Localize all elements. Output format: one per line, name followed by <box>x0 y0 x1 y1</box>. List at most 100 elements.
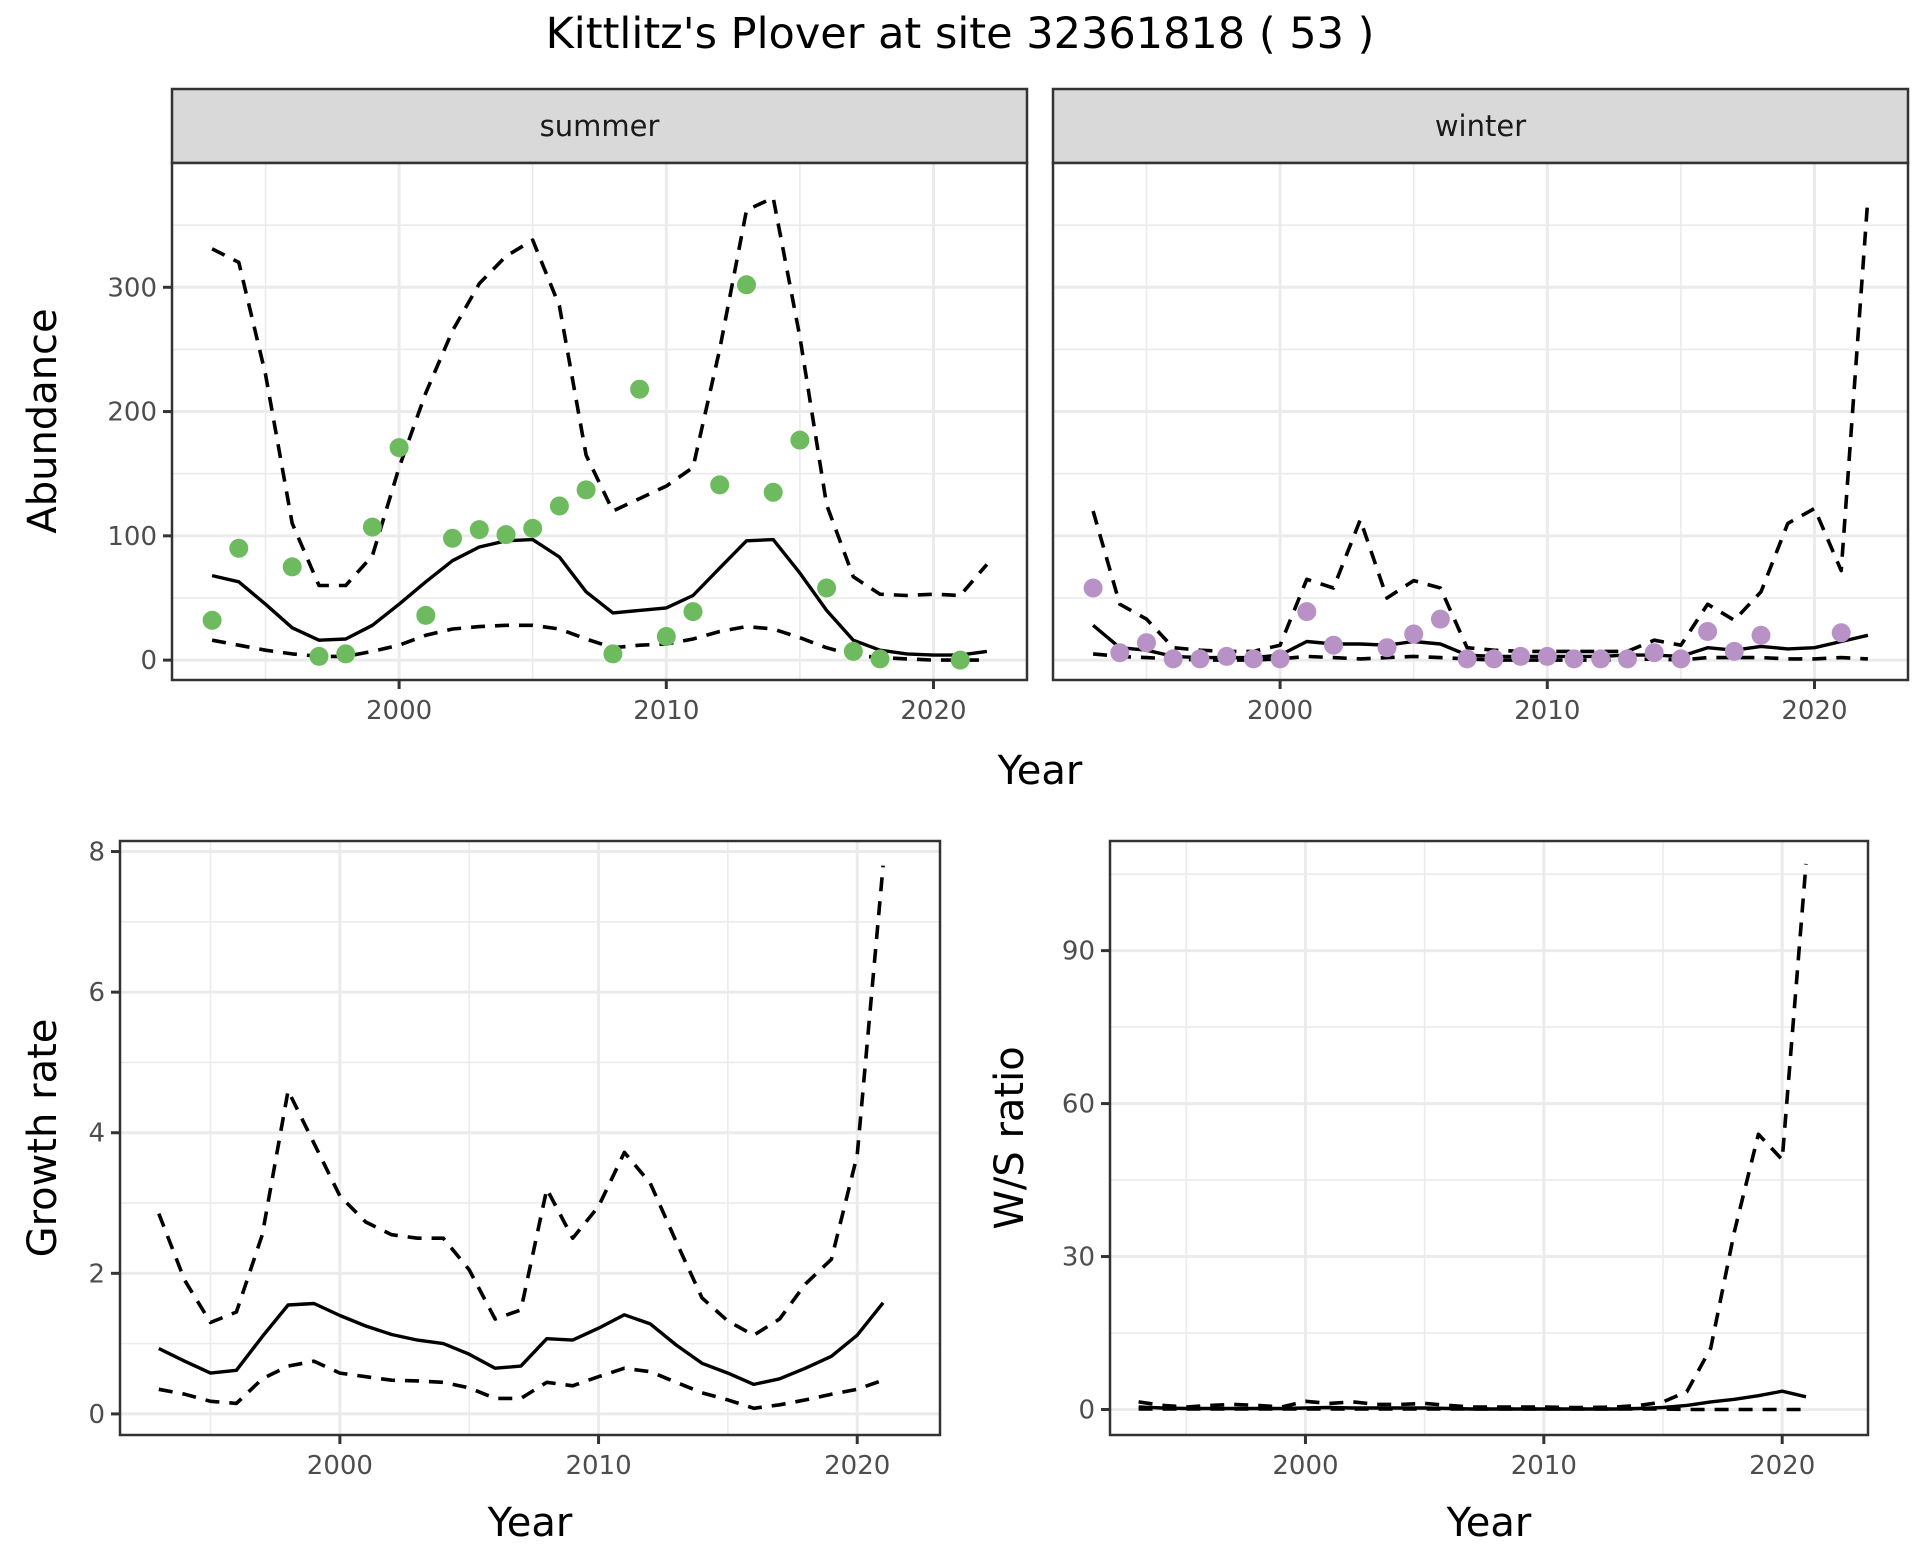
summer-data-point <box>683 602 703 622</box>
y-tick-label: 2 <box>88 1259 105 1289</box>
growth-x-axis-title: Year <box>487 1500 573 1546</box>
x-tick-label: 2010 <box>1511 1451 1577 1481</box>
summer-mean-line <box>211 537 988 657</box>
growth-y-axis-title: Growth rate <box>20 1019 66 1258</box>
x-tick-label: 2020 <box>1749 1451 1815 1481</box>
summer-data-point <box>549 496 569 516</box>
ratio-y-axis-title: W/S ratio <box>987 1046 1033 1229</box>
winter-x-axis: 2000 2010 2020 <box>1247 680 1848 726</box>
y-tick-label: 90 <box>1062 937 1095 967</box>
panel-winter-abundance: 2000 2010 2020 <box>1051 161 1910 726</box>
winter-data-point <box>1724 641 1744 661</box>
panel-summer-abundance: 2000 2010 2020 0 100 200 300 <box>107 161 1029 726</box>
ratio-mean-line <box>1138 1389 1807 1411</box>
summer-panel-border <box>170 161 1029 682</box>
winter-data-point <box>1190 649 1210 669</box>
summer-data-point <box>229 538 249 558</box>
summer-data-point <box>817 578 837 598</box>
winter-data-point <box>1618 649 1637 669</box>
x-tick-label: 2000 <box>1247 696 1313 726</box>
winter-plot-background <box>1053 163 1908 680</box>
summer-data-point <box>309 646 329 666</box>
winter-data-point <box>1484 649 1504 669</box>
winter-data-point <box>1751 625 1771 645</box>
top-x-axis-title: Year <box>997 748 1083 794</box>
x-tick-label: 2020 <box>824 1451 890 1481</box>
winter-observed-points <box>1083 578 1851 669</box>
strip-summer: summer <box>170 87 1029 165</box>
winter-data-point <box>1644 643 1664 663</box>
y-tick-label: 200 <box>107 398 157 428</box>
summer-data-point <box>950 650 970 670</box>
summer-data-point <box>656 627 676 646</box>
top-y-axis-title: Abundance <box>20 308 66 533</box>
summer-plot-background <box>172 163 1027 680</box>
x-tick-label: 2010 <box>565 1451 631 1481</box>
x-tick-label: 2000 <box>366 696 432 726</box>
winter-data-point <box>1430 609 1450 629</box>
winter-data-point <box>1537 646 1557 666</box>
summer-data-point <box>523 518 543 538</box>
winter-data-point <box>1377 638 1397 658</box>
summer-data-point <box>202 610 222 630</box>
winter-data-point <box>1404 624 1424 644</box>
x-tick-label: 2010 <box>1514 696 1580 726</box>
y-tick-label: 300 <box>107 273 157 303</box>
summer-data-point <box>469 520 489 540</box>
winter-data-point <box>1591 649 1611 669</box>
ratio-panel-border <box>1108 839 1870 1437</box>
winter-data-point <box>1457 649 1477 669</box>
y-tick-label: 8 <box>88 838 105 868</box>
summer-data-point <box>443 528 462 548</box>
x-tick-label: 2020 <box>1781 696 1847 726</box>
winter-data-point <box>1243 649 1263 669</box>
growth-lower-line <box>158 1359 884 1411</box>
y-tick-label: 0 <box>1078 1396 1095 1426</box>
ratio-lower-line <box>1138 1407 1806 1412</box>
summer-data-point <box>336 644 356 664</box>
x-tick-label: 2010 <box>633 696 699 726</box>
summer-data-point <box>282 557 302 577</box>
ratio-x-axis: 2000 2010 2020 <box>1272 1435 1815 1481</box>
ratio-y-axis: 0 30 60 90 <box>1062 937 1110 1426</box>
y-tick-label: 4 <box>88 1119 105 1149</box>
y-tick-label: 60 <box>1062 1090 1095 1120</box>
summer-data-point <box>630 379 650 399</box>
y-tick-label: 100 <box>107 522 157 552</box>
y-tick-label: 6 <box>88 978 105 1008</box>
summer-observed-points <box>202 275 970 670</box>
summer-data-point <box>362 517 382 537</box>
x-tick-label: 2000 <box>307 1451 373 1481</box>
strip-winter: winter <box>1051 87 1910 165</box>
winter-data-point <box>1110 643 1130 663</box>
summer-data-point <box>763 482 783 502</box>
winter-data-point <box>1698 622 1718 641</box>
winter-data-point <box>1137 633 1156 653</box>
panel-ws-ratio: 2000 2010 2020 0 30 60 90 <box>1062 839 1870 1481</box>
winter-data-point <box>1270 649 1290 669</box>
panel-growth-rate: 2000 2010 2020 0 2 4 6 8 <box>88 838 942 1481</box>
summer-data-point <box>496 525 516 545</box>
summer-data-point <box>737 275 756 295</box>
strip-label-summer: summer <box>540 109 660 143</box>
growth-x-axis: 2000 2010 2020 <box>307 1435 890 1481</box>
ratio-plot-background <box>1110 841 1868 1435</box>
x-tick-label: 2020 <box>900 696 966 726</box>
summer-data-point <box>389 438 409 458</box>
winter-data-point <box>1163 649 1183 669</box>
y-tick-label: 30 <box>1062 1243 1095 1273</box>
winter-data-point <box>1324 635 1343 655</box>
winter-data-point <box>1297 602 1317 622</box>
y-tick-label: 0 <box>88 1400 105 1430</box>
growth-plot-background <box>120 841 940 1435</box>
summer-y-axis: 0 100 200 300 <box>107 273 172 676</box>
growth-upper-line <box>157 865 885 1337</box>
summer-data-point <box>790 430 810 450</box>
winter-data-point <box>1217 646 1237 666</box>
growth-panel-border <box>118 839 942 1437</box>
x-tick-label: 2000 <box>1272 1451 1338 1481</box>
summer-data-point <box>416 605 436 625</box>
winter-data-point <box>1511 646 1531 666</box>
growth-mean-line <box>158 1301 885 1387</box>
